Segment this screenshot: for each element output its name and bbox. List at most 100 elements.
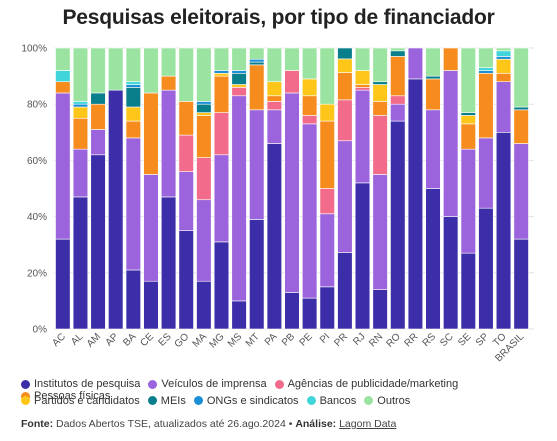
x-tick-label: CE xyxy=(138,331,156,349)
x-tick-label: SC xyxy=(438,331,456,349)
bar-segment xyxy=(302,123,318,299)
bar-segment xyxy=(178,171,194,231)
bar-segment xyxy=(337,252,353,330)
analysis-label: Análise: xyxy=(295,418,337,430)
bar-segment xyxy=(302,47,318,80)
source-footer: Fonte: Dados Abertos TSE, atualizados at… xyxy=(21,418,396,430)
legend-item: Outros xyxy=(364,393,410,408)
legend-item: MEIs xyxy=(147,393,186,408)
bar-segment xyxy=(55,92,71,240)
bar-segment xyxy=(125,106,141,122)
bar-segment xyxy=(213,70,230,74)
bar-segment xyxy=(249,109,265,220)
bar-segment xyxy=(495,72,512,83)
bar-segment xyxy=(319,213,335,288)
bar-segment xyxy=(72,47,89,102)
bar-segment xyxy=(196,199,212,282)
bar-segment xyxy=(125,81,141,85)
y-tick-label: 0% xyxy=(33,325,48,336)
bar-segment xyxy=(407,78,424,330)
x-tick-label: SE xyxy=(456,331,473,348)
bar-segment xyxy=(196,115,212,158)
legend-item: ONGs e sindicatos xyxy=(193,393,299,408)
bar-segment xyxy=(460,112,476,116)
bar-segment xyxy=(213,112,230,156)
bar-segment xyxy=(90,103,106,130)
bar-segment xyxy=(372,101,388,116)
x-tick-label: PI xyxy=(318,331,332,345)
bar-segment xyxy=(372,115,388,175)
legend-row: Partidos e candidatos MEIs ONGs e sindicat… xyxy=(21,393,541,408)
bar-segment xyxy=(390,120,406,330)
bar-segment xyxy=(337,58,353,73)
legend-item: Bancos xyxy=(306,393,357,408)
bar-segment xyxy=(372,47,388,83)
legend-label: Bancos xyxy=(319,394,357,407)
bar-segment xyxy=(460,148,476,254)
bar-segment xyxy=(302,115,318,125)
bar-segment xyxy=(337,140,353,253)
bar-segment xyxy=(495,132,512,330)
bar-segment xyxy=(143,280,159,330)
legend-swatch xyxy=(193,396,203,405)
bar-segment xyxy=(354,87,371,91)
bar-segment xyxy=(72,101,89,105)
bar-segment xyxy=(425,109,441,189)
bar-segment xyxy=(231,300,247,330)
bar-segment xyxy=(266,109,282,144)
bar-segment xyxy=(354,70,371,85)
bar-segment xyxy=(319,286,335,330)
bar-segment xyxy=(407,47,424,80)
x-tick-label: PA xyxy=(263,331,280,348)
y-tick-label: 100% xyxy=(21,44,47,55)
y-tick-label: 40% xyxy=(27,212,47,223)
bar-segment xyxy=(425,78,441,111)
bar-segment xyxy=(337,72,353,101)
bar-segment xyxy=(178,134,194,172)
legend-swatch xyxy=(274,379,284,389)
bar-segment xyxy=(213,154,230,243)
bar-segment xyxy=(495,50,512,57)
bar-segment xyxy=(178,47,194,102)
bar-segment xyxy=(390,95,406,105)
source-label: Fonte: xyxy=(21,418,54,430)
bar-segment xyxy=(55,238,71,330)
bar-segment xyxy=(302,78,318,97)
bar-segment xyxy=(319,47,335,105)
bar-segment xyxy=(143,174,159,282)
legend-label: Agências de publicidade/marketing xyxy=(287,378,459,390)
bar-segment xyxy=(372,289,388,330)
legend-item: Partidos e candidatos xyxy=(21,393,140,408)
bar-segment xyxy=(443,47,459,71)
bar-segment xyxy=(302,95,318,116)
bar-segment xyxy=(125,84,141,88)
bar-segment xyxy=(178,230,194,330)
bar-segment xyxy=(72,196,89,330)
legend-swatch xyxy=(306,396,316,405)
bar-segment xyxy=(196,112,212,116)
x-tick-label: ES xyxy=(157,331,174,348)
analysis-link[interactable]: Lagom Data xyxy=(339,418,397,430)
bar-segment xyxy=(231,72,247,85)
bar-segment xyxy=(231,70,247,74)
bar-segment xyxy=(90,129,106,156)
source-text: Dados Abertos TSE, atualizados até 26.ag… xyxy=(53,418,296,430)
legend-swatch xyxy=(21,379,30,389)
bar-segment xyxy=(266,95,282,102)
x-tick-label: RS xyxy=(421,331,439,349)
x-tick-label: RO xyxy=(385,331,404,350)
bar-segment xyxy=(55,81,71,94)
bar-segment xyxy=(495,81,512,133)
bar-segment xyxy=(354,182,371,330)
bar-segment xyxy=(390,50,406,57)
bar-segment xyxy=(125,269,141,330)
bar-segment xyxy=(72,117,89,150)
bar-segment xyxy=(125,120,141,139)
bar-segment xyxy=(231,84,247,88)
legend-label: Outros xyxy=(377,394,411,407)
bar-segment xyxy=(231,47,247,71)
bar-segment xyxy=(125,87,141,108)
bar-segment xyxy=(231,87,247,97)
bar-segment xyxy=(372,84,388,102)
x-tick-label: PR xyxy=(332,331,350,349)
